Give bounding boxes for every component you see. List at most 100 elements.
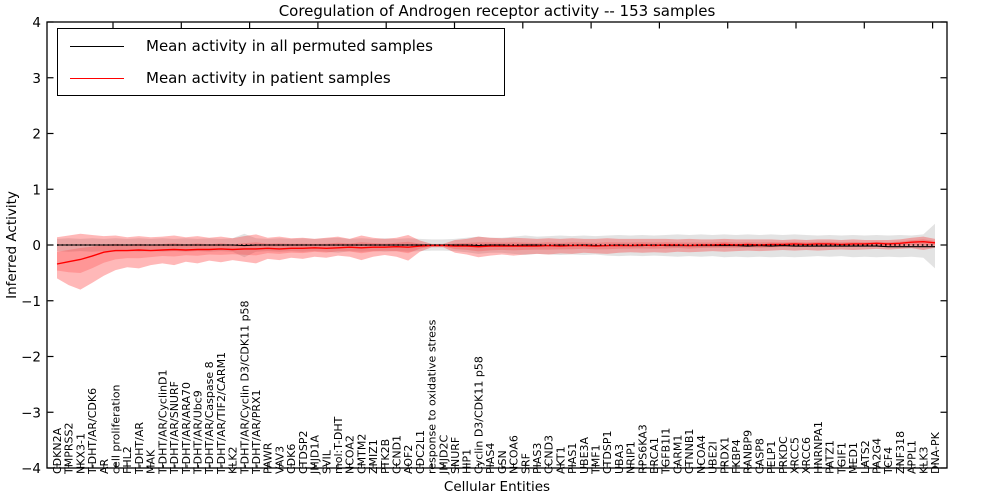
patient-line-swatch	[70, 77, 124, 79]
x-category-label: MAK	[145, 449, 158, 474]
x-category-label: JMJD1A	[309, 435, 322, 475]
x-category-label: FHL2	[121, 446, 134, 474]
x-category-label: TGIF1	[835, 442, 848, 475]
x-category-label: ZMIZ1	[367, 439, 380, 474]
legend-label-patient: Mean activity in patient samples	[146, 68, 391, 87]
x-category-label: CCND3	[543, 435, 556, 474]
x-category-label: BRCA1	[648, 437, 661, 474]
x-category-label: CASP8	[753, 438, 766, 474]
y-tick-label: 1	[32, 182, 41, 198]
x-category-label: TCF4	[882, 447, 895, 475]
x-category-label: cell proliferation	[110, 384, 123, 474]
x-category-label: ZNF318	[894, 431, 907, 474]
x-category-label: XRCC5	[789, 437, 802, 474]
permuted-line-swatch	[70, 45, 124, 47]
x-category-label: VAV3	[273, 446, 286, 474]
x-category-label: SNURF	[449, 437, 462, 474]
x-axis-label: Cellular Entities	[443, 479, 551, 495]
x-category-label: DNA-PK	[929, 431, 942, 474]
x-category-label: PA2G4	[871, 438, 884, 474]
y-tick-label: 0	[32, 238, 41, 254]
x-category-label: PIAS1	[566, 443, 579, 474]
x-category-label: T-DHT/AR/CDK6	[86, 388, 99, 475]
x-category-label: NCOA2	[344, 435, 357, 474]
x-category-label: response to oxidative stress	[426, 319, 439, 474]
x-category-label: CTDSP2	[297, 431, 310, 474]
x-category-label: T-DHT/AR/SNURF	[168, 381, 181, 475]
x-category-label: NKX3-1	[74, 433, 87, 474]
x-category-label: mol:T-DHT	[332, 416, 345, 474]
x-category-label: PAWR	[262, 442, 275, 474]
x-category-label: T-DHT/AR	[133, 422, 146, 475]
x-category-label: RPS6KA3	[636, 424, 649, 474]
x-category-label: KLK2	[227, 446, 240, 474]
x-category-label: NRIP1	[625, 441, 638, 474]
x-category-label: AKT1	[554, 446, 567, 474]
x-category-label: CDC2L1	[414, 430, 427, 474]
patient-band-inner	[57, 239, 935, 273]
y-tick-label: 3	[32, 71, 41, 87]
x-category-label: TMF1	[590, 444, 603, 475]
y-tick-label: −4	[21, 461, 41, 477]
x-category-label: UBE2I	[707, 441, 720, 474]
patient-mean-line	[56, 240, 936, 265]
x-category-label: RANBP9	[742, 430, 755, 474]
x-category-label: AR	[98, 458, 111, 474]
x-category-label: T-DHT/AR/Ubc9	[192, 390, 205, 475]
x-category-label: GSN	[496, 450, 509, 474]
x-category-label: CTNNB1	[683, 429, 696, 474]
x-category-label: KLK3	[917, 446, 930, 474]
x-category-label: FKBP4	[730, 439, 743, 474]
x-category-label: HIP1	[461, 449, 474, 474]
x-category-label: UBA3	[613, 444, 626, 474]
x-category-label: PRDX1	[718, 437, 731, 474]
y-tick-label: 2	[32, 127, 41, 143]
x-category-label: T-DHT/AR/CyclinD1	[156, 369, 169, 475]
x-category-label: T-DHT/AR/PRX1	[250, 389, 263, 475]
patient-band	[57, 233, 935, 290]
chart-title: Coregulation of Androgen receptor activi…	[278, 2, 716, 20]
legend-item-patient: Mean activity in patient samples	[58, 62, 504, 94]
legend-label-permuted: Mean activity in all permuted samples	[146, 36, 433, 55]
y-tick-label: −2	[21, 350, 41, 366]
x-category-label: CTDSP1	[601, 431, 614, 474]
x-category-label: SRF	[519, 453, 532, 474]
x-category-label: CARM1	[672, 435, 685, 474]
x-category-label: CDKN2A	[51, 427, 64, 474]
x-category-label: PTK2B	[379, 439, 392, 474]
x-category-label: LATS2	[859, 440, 872, 474]
y-tick-label: −1	[21, 294, 41, 310]
legend-item-permuted: Mean activity in all permuted samples	[58, 30, 504, 62]
x-category-label: MED1	[847, 442, 860, 474]
x-category-label: AOF2	[402, 445, 415, 474]
x-category-label: PIAS4	[484, 443, 497, 474]
legend: Mean activity in all permuted samples Me…	[57, 28, 505, 96]
x-category-label: T-DHT/AR/ARA70	[180, 382, 193, 475]
x-category-label: PATZ1	[824, 440, 837, 474]
axes-frame	[46, 21, 948, 469]
x-category-label: CDK6	[285, 444, 298, 474]
x-category-label: T-DHT/AR/Cyclin D3/CDK11 p58	[238, 300, 251, 475]
y-tick-label: 4	[32, 15, 41, 31]
x-category-label: NCOA4	[695, 435, 708, 474]
x-category-label: NCOA6	[508, 435, 521, 474]
x-category-label: CMTM2	[355, 434, 368, 474]
x-category-label: PRKDC	[777, 436, 790, 474]
x-category-label: UBE3A	[578, 436, 591, 474]
y-tick-label: −3	[21, 405, 41, 421]
x-category-label: T-DHT/AR/TIF2/CARM1	[215, 352, 228, 475]
x-category-label: JMJD2C	[437, 435, 450, 475]
x-category-label: APPL1	[906, 440, 919, 474]
x-category-label: XRCC6	[800, 437, 813, 474]
x-category-label: T-DHT/AR/Caspase 8	[203, 361, 216, 475]
permuted-mean-line	[57, 244, 935, 248]
x-category-label: TGFB1I1	[660, 428, 673, 475]
x-category-label: TMPRSS2	[63, 423, 76, 475]
x-category-label: HNRNPA1	[812, 421, 825, 474]
x-category-label: CCND1	[391, 435, 404, 474]
x-category-label: PIAS3	[531, 443, 544, 474]
x-category-label: PELP1	[765, 441, 778, 474]
x-category-label: SVIL	[320, 449, 333, 474]
